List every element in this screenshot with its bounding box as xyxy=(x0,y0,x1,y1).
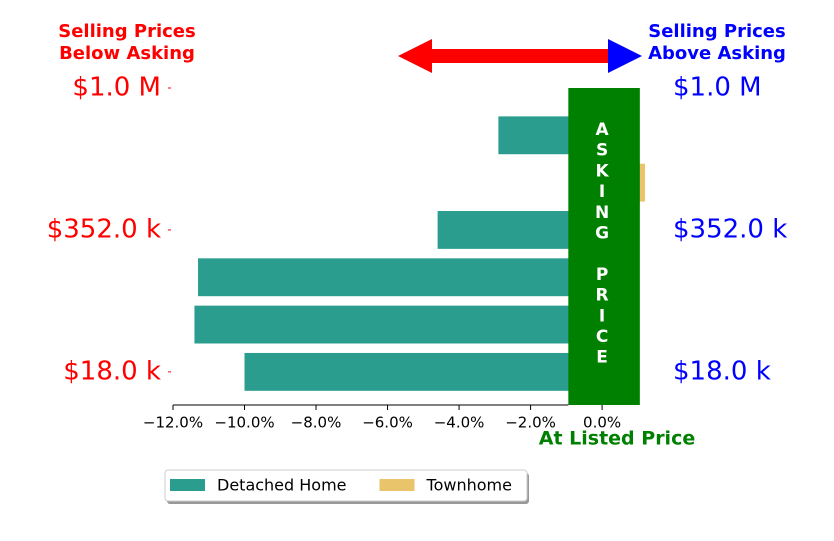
y2-tick-label: $1.0 M xyxy=(673,73,762,103)
x-tick-label: −6.0% xyxy=(362,414,413,432)
right-title: Selling Prices Above Asking xyxy=(648,21,786,64)
x-tick-label: −2.0% xyxy=(505,414,556,432)
x-label: At Listed Price xyxy=(539,428,695,450)
bar xyxy=(198,258,603,297)
arrow-left xyxy=(398,39,612,73)
y-tick-label: $1.0 M xyxy=(72,73,161,103)
asking-band xyxy=(568,88,640,405)
legend-label: Detached Home xyxy=(217,476,347,495)
x-tick-label: −12.0% xyxy=(143,414,203,432)
legend-swatch xyxy=(379,479,415,491)
legend-swatch xyxy=(170,479,205,491)
x-tick-label: −8.0% xyxy=(291,414,342,432)
y2-tick-label: $18.0 k xyxy=(673,356,771,386)
x-tick-label: −10.0% xyxy=(214,414,274,432)
y2-tick-label: $352.0 k xyxy=(673,214,787,244)
y-tick-label: $18.0 k xyxy=(63,356,161,386)
arrow-right xyxy=(608,39,642,73)
left-title: Selling Prices Below Asking xyxy=(58,21,195,64)
legend xyxy=(164,469,528,502)
legend-label: Townhome xyxy=(426,476,512,495)
bar xyxy=(194,305,603,344)
x-tick-label: −4.0% xyxy=(434,414,485,432)
x-tick-label: 0.0% xyxy=(583,414,621,432)
bar xyxy=(244,352,603,391)
y-tick-label: $352.0 k xyxy=(47,214,161,244)
